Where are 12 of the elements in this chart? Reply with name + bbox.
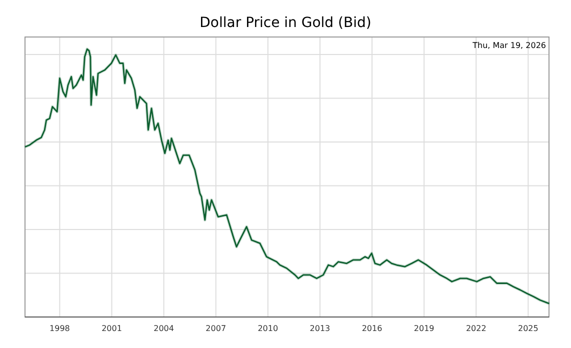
x-tick-label: 2022: [466, 324, 486, 333]
chart-title: Dollar Price in Gold (Bid): [200, 15, 372, 31]
x-tick-label: 2019: [414, 324, 434, 333]
x-tick-label: 2013: [310, 324, 330, 333]
x-tick-label: 2007: [206, 324, 226, 333]
annotation: Thu, Mar 19, 2026: [472, 41, 546, 50]
x-tick-label: 2016: [362, 324, 382, 333]
x-tick-label: 1998: [50, 324, 70, 333]
x-tick-label: 2010: [258, 324, 278, 333]
x-tick-label: 2001: [102, 324, 122, 333]
x-tick-label: 2025: [518, 324, 538, 333]
x-tick-label: 2004: [154, 324, 174, 333]
